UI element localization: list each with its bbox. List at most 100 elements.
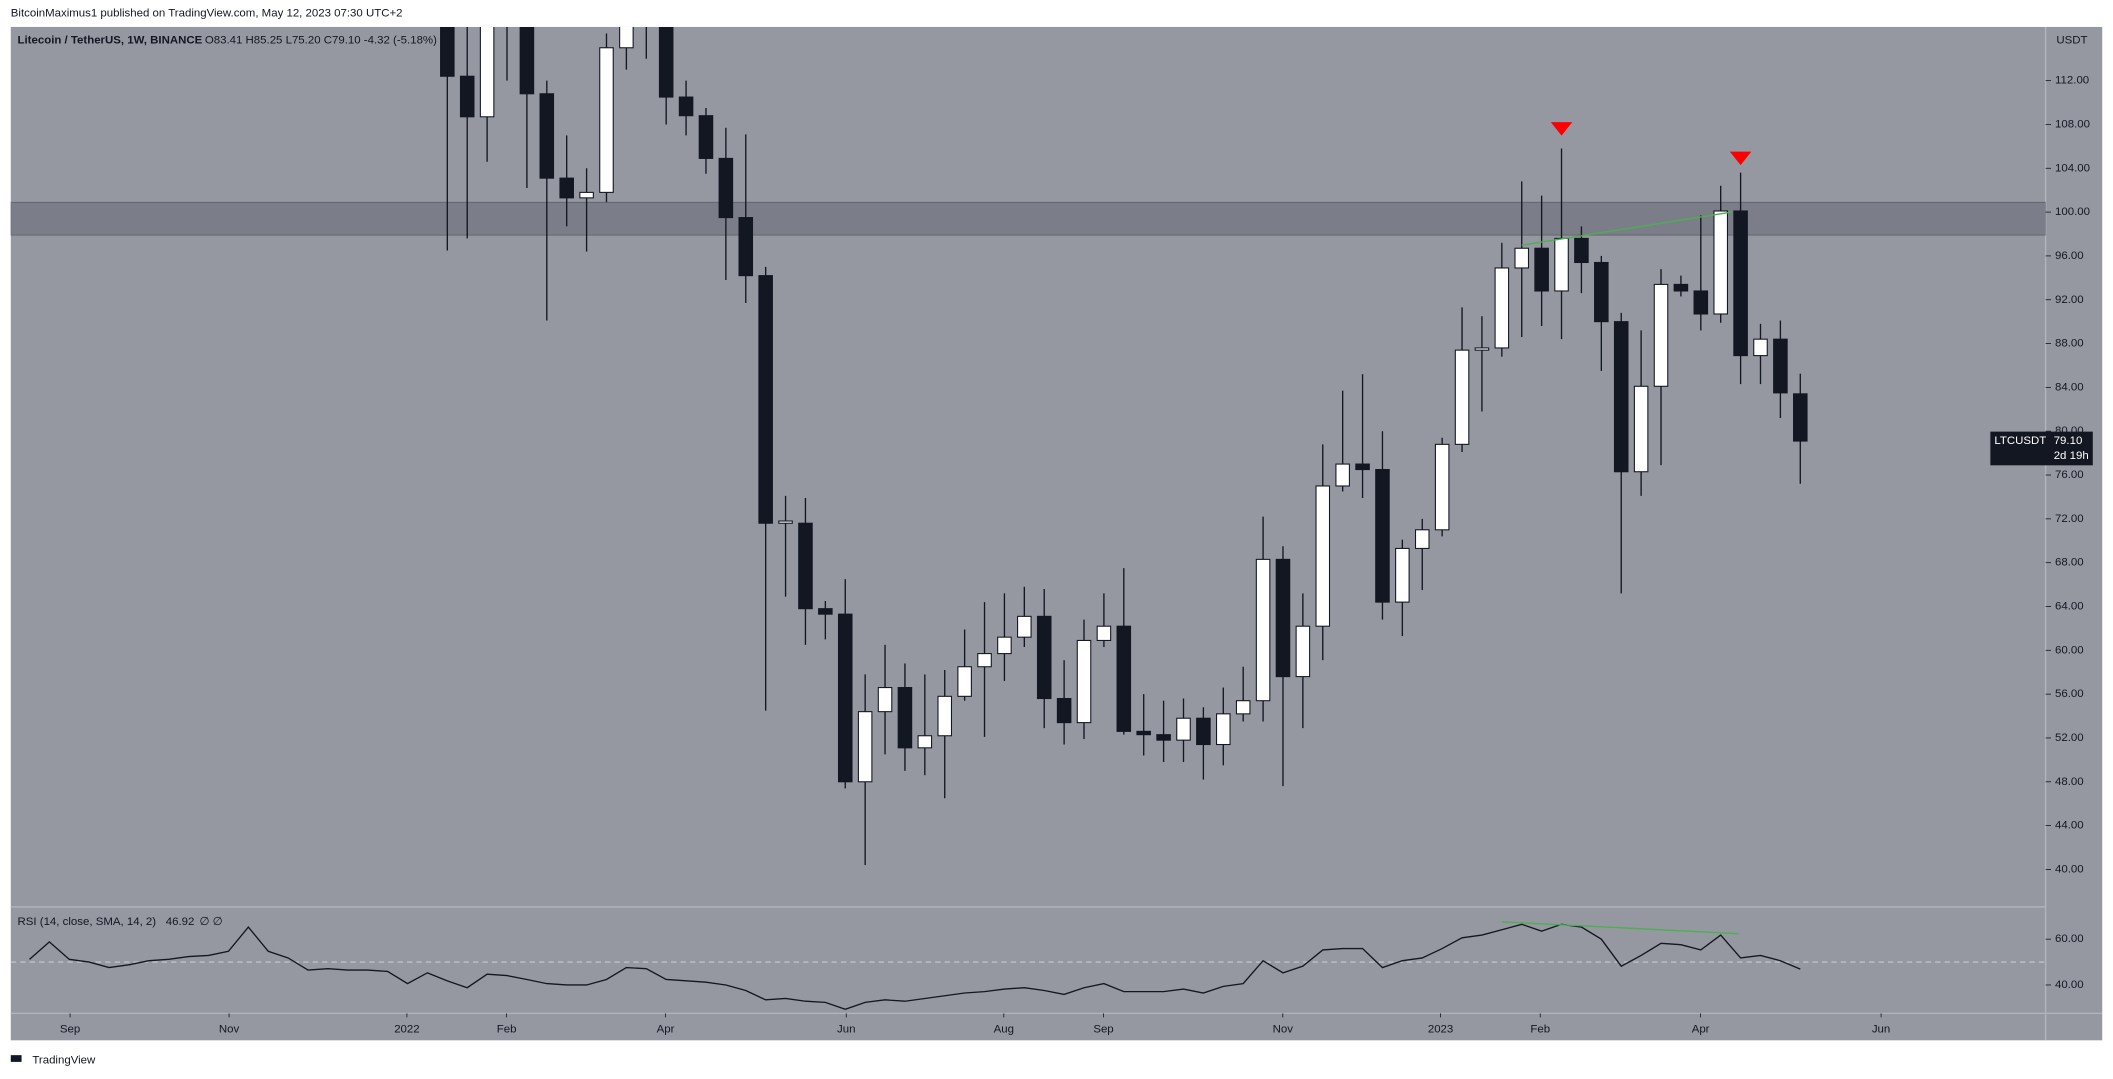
candle-body bbox=[1056, 697, 1072, 724]
resistance-zone bbox=[10, 201, 2046, 236]
candle-body bbox=[1773, 338, 1788, 394]
y-tick-label: 96.00 bbox=[2055, 250, 2084, 262]
candle-body bbox=[599, 47, 614, 193]
candle-body bbox=[1315, 485, 1331, 627]
brand-text: TradingView bbox=[32, 1055, 96, 1067]
candle-body bbox=[579, 191, 594, 199]
candle-body bbox=[1693, 290, 1709, 315]
axes: 40.00 44.00 48.00 52.00 56.00 60.00 64.00 68.00… bbox=[60, 75, 2093, 1036]
candle-body bbox=[758, 275, 773, 524]
y-tick-label: 52.00 bbox=[2055, 732, 2084, 744]
x-tick-label: Feb bbox=[497, 1024, 517, 1036]
x-tick-label: Sep bbox=[1093, 1024, 1113, 1036]
candle-body bbox=[1753, 338, 1768, 357]
candle-body bbox=[1235, 700, 1251, 715]
y-tick-label: 112.00 bbox=[2055, 75, 2089, 87]
y-tick-label: 56.00 bbox=[2055, 688, 2084, 700]
candle-body bbox=[937, 695, 953, 737]
y-tick-label: 68.00 bbox=[2055, 557, 2084, 569]
y-tick-label: 72.00 bbox=[2055, 513, 2084, 525]
candle-body bbox=[1554, 237, 1569, 292]
candle-body bbox=[1335, 463, 1350, 487]
candle-body bbox=[718, 157, 734, 219]
y-tick-label: 40.00 bbox=[2055, 863, 2084, 875]
top-marker bbox=[1550, 122, 1573, 136]
candle-body bbox=[658, 26, 674, 98]
candle-body bbox=[619, 26, 634, 49]
rsi-pane bbox=[10, 921, 2046, 1010]
rsi-trend-line bbox=[1501, 921, 1739, 935]
chart-bg bbox=[10, 26, 2103, 1041]
candle-body bbox=[459, 75, 475, 118]
candle-body bbox=[1434, 443, 1450, 531]
candle-body bbox=[1733, 210, 1748, 357]
rsi-y-tick-label: 60.00 bbox=[2055, 933, 2084, 945]
candle-body bbox=[1136, 730, 1151, 736]
candle-body bbox=[559, 177, 574, 199]
candle-body bbox=[1793, 393, 1808, 442]
candle-body bbox=[1176, 717, 1191, 741]
x-tick-label: Nov bbox=[219, 1024, 240, 1036]
candle-body bbox=[778, 520, 793, 524]
last-price-label: 79.10 bbox=[2054, 435, 2083, 447]
candle-body bbox=[1653, 283, 1669, 387]
candle-body bbox=[818, 608, 833, 615]
candle-body bbox=[1096, 625, 1112, 641]
candle-body bbox=[1494, 267, 1510, 349]
last-price-symbol: LTCUSDT bbox=[1994, 435, 2046, 447]
rsi-y-tick-label: 40.00 bbox=[2055, 979, 2084, 991]
candle-body bbox=[1594, 261, 1609, 323]
x-tick-label: Jun bbox=[1872, 1024, 1890, 1036]
candle-body bbox=[1713, 210, 1728, 315]
x-tick-label: Feb bbox=[1530, 1024, 1550, 1036]
x-tick-label: 2023 bbox=[1428, 1024, 1453, 1036]
y-tick-label: 76.00 bbox=[2055, 469, 2084, 481]
symbol-title: Litecoin / TetherUS, 1W, BINANCE bbox=[18, 34, 203, 46]
candle-body bbox=[1534, 247, 1549, 292]
candle-body bbox=[1076, 639, 1092, 724]
y-tick-label: 92.00 bbox=[2055, 294, 2084, 306]
x-tick-label: Jun bbox=[837, 1024, 855, 1036]
brand: TradingView bbox=[10, 1055, 96, 1067]
x-tick-label: 2022 bbox=[394, 1024, 419, 1036]
candle-body bbox=[738, 217, 754, 277]
candle-body bbox=[1613, 321, 1629, 473]
y-tick-label: 88.00 bbox=[2055, 338, 2084, 350]
x-tick-label: Aug bbox=[994, 1024, 1014, 1036]
candle-body bbox=[1017, 615, 1032, 638]
candle-body bbox=[1414, 529, 1430, 549]
last-price-box bbox=[1990, 431, 2093, 466]
candle-body bbox=[519, 26, 535, 95]
candle-body bbox=[857, 711, 873, 783]
candle-body bbox=[539, 93, 555, 179]
candle-body bbox=[1295, 625, 1311, 678]
y-tick-label: 60.00 bbox=[2055, 644, 2084, 656]
y-tick-label: 104.00 bbox=[2055, 162, 2090, 174]
candle-body bbox=[1633, 385, 1649, 473]
y-tick-label: 64.00 bbox=[2055, 601, 2084, 613]
rsi-line bbox=[29, 923, 1801, 1010]
y-tick-label: 48.00 bbox=[2055, 776, 2084, 788]
y-tick-label: 44.00 bbox=[2055, 820, 2084, 832]
candle-body bbox=[917, 735, 933, 749]
candle-body bbox=[1275, 558, 1291, 678]
candle-body bbox=[1673, 283, 1689, 292]
rsi-value: 46.92 bbox=[166, 916, 195, 928]
candle-body bbox=[1574, 237, 1589, 264]
price-pane bbox=[10, 26, 2046, 866]
candle-body bbox=[1196, 717, 1211, 746]
candle-body bbox=[479, 26, 495, 118]
rsi-extra: ∅ ∅ bbox=[199, 916, 222, 928]
x-tick-label: Sep bbox=[60, 1024, 80, 1036]
candle-body bbox=[1355, 463, 1370, 471]
candle-body bbox=[1216, 713, 1231, 746]
y-tick-label: 108.00 bbox=[2055, 118, 2090, 130]
candle-body bbox=[1395, 547, 1410, 603]
candle-body bbox=[1454, 349, 1470, 445]
candle-body bbox=[1474, 347, 1490, 351]
y-tick-label: 80.00 bbox=[2055, 425, 2084, 437]
rsi-title: RSI (14, close, SMA, 14, 2) bbox=[18, 916, 157, 928]
candle-body bbox=[1036, 615, 1052, 700]
candle-body bbox=[977, 653, 992, 668]
